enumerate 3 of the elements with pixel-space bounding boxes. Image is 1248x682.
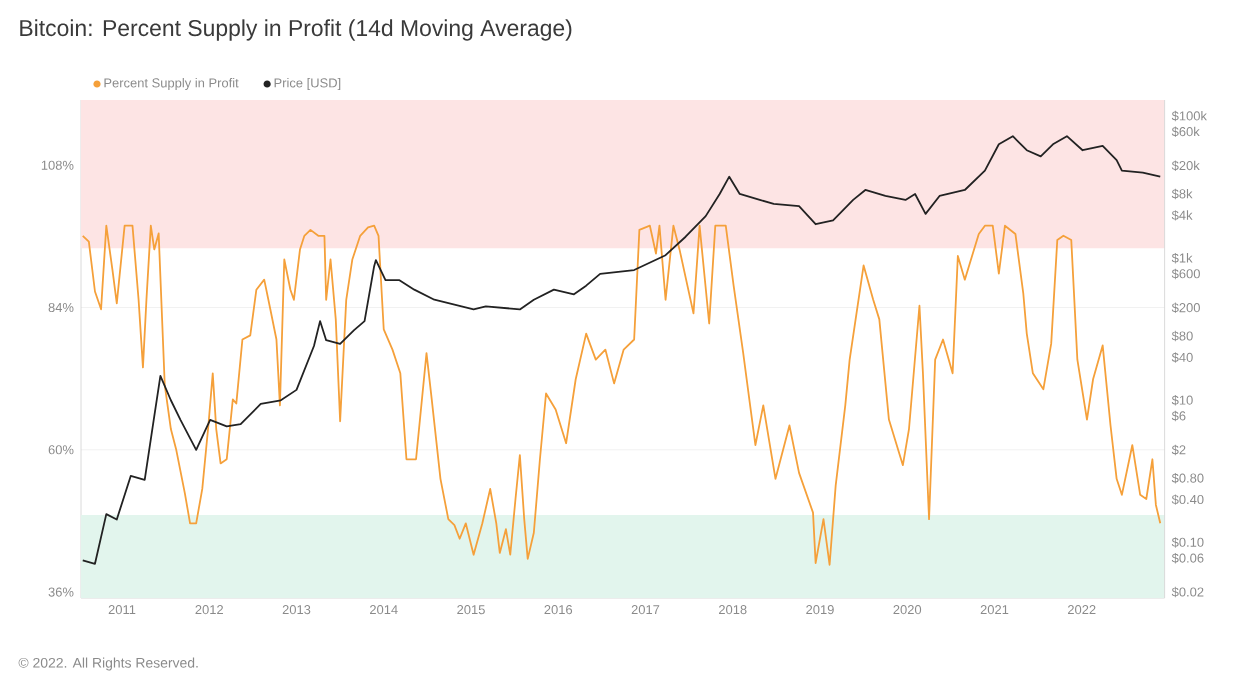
line-series — [81, 135, 1162, 565]
chart-title: Bitcoin: Percent Supply in Profit (14d Moving Average) — [20, 19, 572, 41]
line-series — [81, 224, 1162, 566]
